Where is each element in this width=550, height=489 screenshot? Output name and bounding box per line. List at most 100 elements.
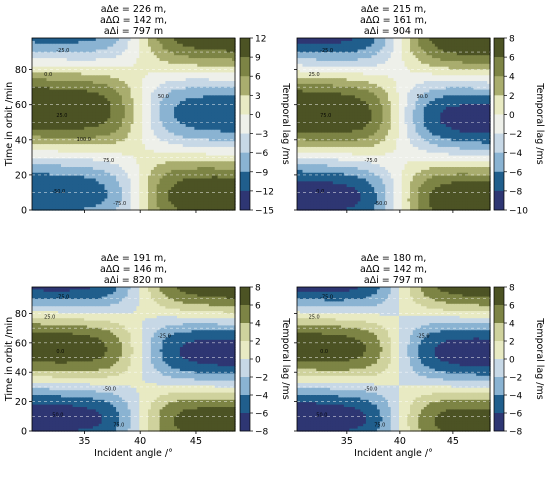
contour-cell bbox=[58, 189, 62, 194]
contour-cell bbox=[55, 69, 59, 73]
contour-cell bbox=[34, 66, 39, 71]
contour-cell bbox=[58, 178, 62, 182]
contour-cell bbox=[32, 146, 36, 151]
contour-cell bbox=[66, 149, 71, 154]
contour-cell bbox=[52, 138, 56, 142]
contour-cell bbox=[55, 55, 59, 59]
contour-label: 25.0 bbox=[56, 113, 67, 119]
contour-cell bbox=[61, 201, 65, 205]
contour-cell bbox=[43, 178, 48, 182]
contour-cell bbox=[40, 152, 45, 157]
contour-cell bbox=[58, 181, 62, 185]
contour-cell bbox=[32, 181, 36, 185]
contour-cell bbox=[40, 178, 45, 182]
contour-cell bbox=[43, 58, 48, 62]
contour-cell bbox=[49, 178, 53, 182]
contour-cell bbox=[66, 98, 71, 102]
contour-cell bbox=[46, 192, 50, 197]
contour-cell bbox=[58, 149, 62, 154]
subplot-1: aΔe = 226 m,aΔΩ = 142 m,aΔi = 797 m-25.0… bbox=[4, 4, 291, 217]
contour-cell bbox=[61, 146, 65, 151]
contour-cell bbox=[37, 161, 42, 165]
contour-cell bbox=[43, 132, 48, 137]
contour-cell bbox=[40, 40, 45, 45]
contour-cell bbox=[46, 55, 50, 59]
contour-cell bbox=[37, 92, 42, 96]
contour-cell bbox=[61, 158, 65, 162]
contour-cell bbox=[63, 83, 68, 88]
contour-cell bbox=[52, 146, 56, 151]
contour-cell bbox=[32, 109, 36, 114]
contour-cell bbox=[49, 149, 53, 154]
contour-cell bbox=[55, 201, 59, 205]
contour-cell bbox=[58, 172, 62, 177]
contour-cell bbox=[40, 75, 45, 79]
contour-cell bbox=[63, 141, 68, 145]
contour-cell bbox=[61, 103, 65, 108]
contour-cell bbox=[37, 101, 42, 105]
contour-cell bbox=[40, 146, 45, 151]
contour-cell bbox=[52, 40, 56, 45]
contour-cell bbox=[43, 60, 48, 65]
contour-cell bbox=[58, 115, 62, 119]
contour-cell bbox=[32, 124, 36, 128]
contour-cell bbox=[32, 135, 36, 139]
colorbar-tick-label: 3 bbox=[255, 92, 261, 102]
colorbar-tick-label: −6 bbox=[255, 149, 269, 159]
contour-cell bbox=[34, 106, 39, 111]
contour-cell bbox=[43, 43, 48, 48]
contour-cell bbox=[43, 169, 48, 174]
contour-cell bbox=[63, 181, 68, 185]
contour-cell bbox=[32, 81, 36, 85]
contour-cell bbox=[32, 58, 36, 62]
contour-cell bbox=[61, 189, 65, 194]
contour-cell bbox=[43, 106, 48, 111]
contour-cell bbox=[52, 184, 56, 188]
contour-cell bbox=[55, 81, 59, 85]
contour-label: 100.0 bbox=[77, 137, 91, 143]
contour-cell bbox=[52, 92, 56, 96]
contour-cell bbox=[43, 55, 48, 59]
contour-cell bbox=[52, 164, 56, 168]
contour-cell bbox=[40, 98, 45, 102]
contour-cell bbox=[40, 192, 45, 197]
contour-cell bbox=[40, 164, 45, 168]
contour-cell bbox=[46, 207, 50, 211]
contour-cell bbox=[66, 66, 71, 71]
contour-cell bbox=[34, 40, 39, 45]
contour-cell bbox=[58, 198, 62, 202]
contour-cell bbox=[34, 138, 39, 142]
contour-cell bbox=[66, 40, 71, 45]
contour-cell bbox=[32, 126, 36, 131]
contour-cell bbox=[34, 161, 39, 165]
contour-cell bbox=[55, 161, 59, 165]
contour-cell bbox=[49, 132, 53, 137]
contour-cell bbox=[55, 43, 59, 48]
contour-cell bbox=[61, 144, 65, 148]
contour-cell bbox=[52, 129, 56, 134]
contour-cell bbox=[63, 72, 68, 76]
contour-cell bbox=[37, 195, 42, 200]
contour-cell bbox=[46, 195, 50, 200]
contour-cell bbox=[34, 69, 39, 73]
contour-cell bbox=[55, 121, 59, 125]
contour-label: -50.0 bbox=[52, 189, 65, 195]
contour-cell bbox=[37, 43, 42, 48]
contour-cell bbox=[40, 58, 45, 62]
contour-cell bbox=[61, 121, 65, 125]
contour-cell bbox=[61, 78, 65, 82]
contour-cell bbox=[52, 66, 56, 71]
contour-cell bbox=[66, 129, 71, 134]
contour-cell bbox=[61, 98, 65, 102]
contour-cell bbox=[34, 95, 39, 99]
contour-cell bbox=[32, 55, 36, 59]
contour-cell bbox=[61, 69, 65, 73]
contour-cell bbox=[40, 195, 45, 200]
contour-cell bbox=[58, 201, 62, 205]
contour-cell bbox=[63, 78, 68, 82]
contour-cell bbox=[43, 184, 48, 188]
contour-cell bbox=[49, 169, 53, 174]
contour-cell bbox=[52, 58, 56, 62]
contour-cell bbox=[61, 40, 65, 45]
contour-cell bbox=[66, 187, 71, 191]
